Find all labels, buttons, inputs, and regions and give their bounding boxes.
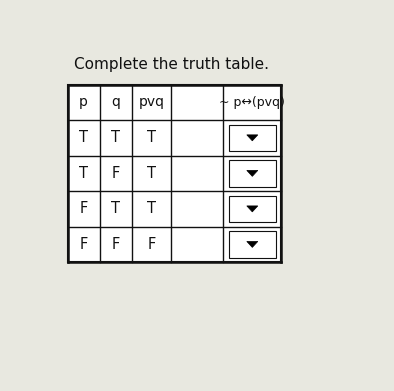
- Text: T: T: [111, 201, 120, 216]
- Polygon shape: [247, 206, 258, 212]
- Text: T: T: [147, 201, 156, 216]
- Text: T: T: [111, 130, 120, 145]
- Polygon shape: [247, 135, 258, 141]
- Bar: [229, 196, 276, 222]
- Polygon shape: [247, 241, 258, 248]
- Text: T: T: [79, 130, 88, 145]
- Text: T: T: [79, 166, 88, 181]
- Text: F: F: [80, 237, 88, 252]
- Polygon shape: [247, 170, 258, 176]
- Bar: [229, 125, 276, 151]
- Text: ~ p↔(pvq): ~ p↔(pvq): [219, 96, 285, 109]
- Bar: [229, 160, 276, 187]
- Text: Complete the truth table.: Complete the truth table.: [74, 57, 269, 72]
- Text: F: F: [147, 237, 156, 252]
- Bar: [229, 231, 276, 258]
- Text: F: F: [112, 237, 120, 252]
- Text: pvq: pvq: [139, 95, 165, 109]
- Text: T: T: [147, 130, 156, 145]
- Text: q: q: [111, 95, 120, 109]
- Text: p: p: [79, 95, 88, 109]
- Text: F: F: [80, 201, 88, 216]
- Text: F: F: [112, 166, 120, 181]
- Text: T: T: [147, 166, 156, 181]
